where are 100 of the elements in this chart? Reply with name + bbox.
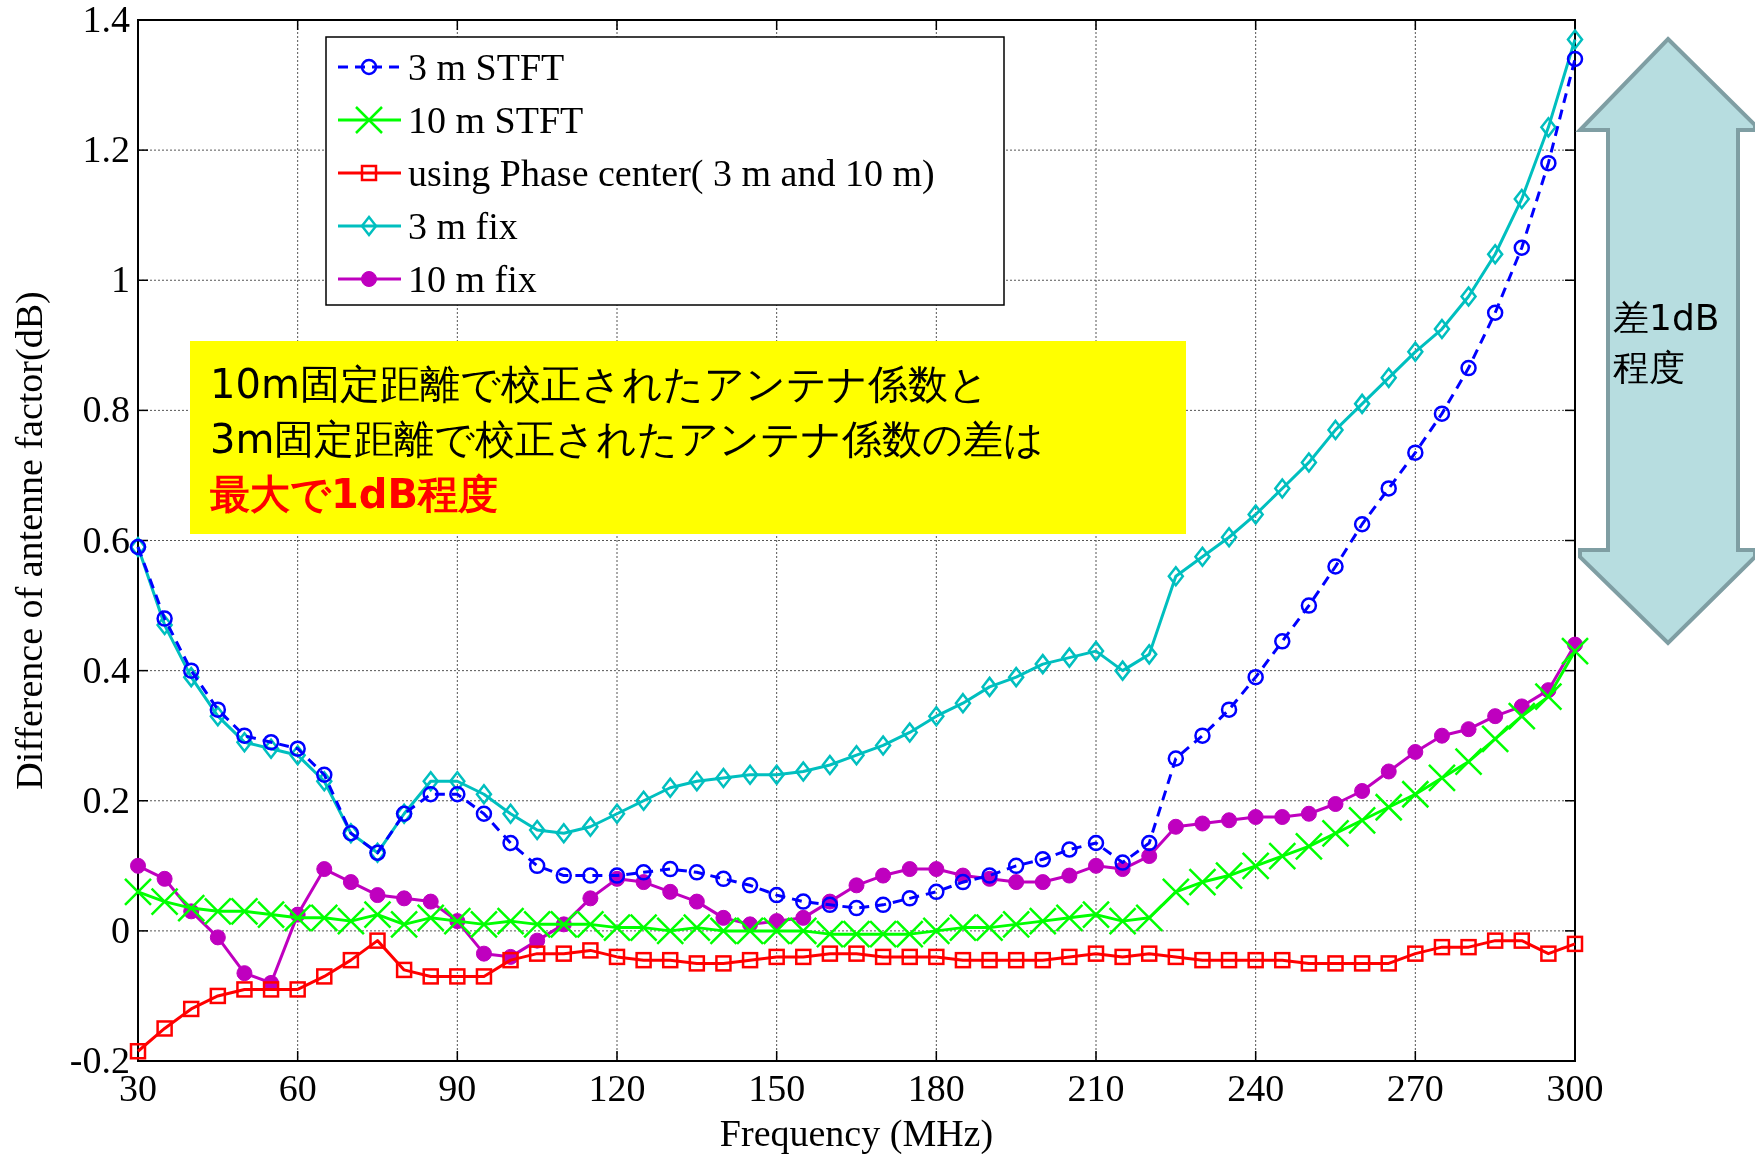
point — [795, 893, 812, 910]
point — [848, 877, 865, 894]
point — [821, 896, 839, 914]
point — [608, 948, 626, 966]
point — [1188, 867, 1217, 897]
point — [768, 764, 785, 785]
point — [715, 870, 732, 888]
point — [821, 945, 839, 962]
point — [635, 951, 652, 969]
point — [156, 610, 173, 627]
point — [848, 899, 865, 917]
point — [1008, 874, 1025, 891]
point — [715, 909, 732, 926]
point — [1087, 640, 1105, 662]
point — [1566, 50, 1584, 68]
annotation: 最大で1dB程度 — [210, 471, 498, 517]
point — [1433, 318, 1451, 340]
point — [262, 981, 280, 998]
point — [1268, 841, 1297, 871]
y-tick-label: 0.4 — [82, 648, 130, 691]
point — [209, 701, 227, 718]
point — [1454, 747, 1483, 776]
point — [528, 945, 546, 962]
point — [981, 676, 998, 698]
legend-label: 3 m STFT — [408, 46, 565, 88]
point — [928, 705, 945, 727]
point — [981, 951, 998, 969]
point — [1300, 597, 1318, 614]
point — [688, 770, 706, 792]
point — [1460, 938, 1477, 956]
point — [741, 764, 759, 785]
y-tick-label: 0.2 — [82, 778, 130, 821]
point — [1353, 393, 1371, 415]
point — [661, 777, 679, 798]
point — [156, 1020, 173, 1037]
point — [1321, 819, 1350, 848]
point — [289, 981, 306, 998]
point — [1061, 948, 1078, 966]
point — [1167, 948, 1185, 966]
point — [156, 870, 173, 887]
point — [1274, 809, 1291, 826]
point — [1486, 304, 1504, 322]
y-tick-label: 0.6 — [82, 518, 130, 561]
point — [1354, 782, 1371, 799]
legend-label: using Phase center( 3 m and 10 m) — [408, 152, 935, 195]
point — [502, 951, 519, 969]
point — [768, 948, 785, 966]
point — [1460, 721, 1477, 738]
point — [1347, 806, 1377, 835]
point — [1061, 647, 1078, 668]
point — [608, 803, 626, 825]
point — [1327, 955, 1344, 972]
point — [555, 867, 573, 884]
text: 程度 — [1613, 347, 1685, 388]
point — [1061, 841, 1078, 858]
point — [1114, 854, 1131, 871]
point — [795, 761, 812, 782]
point — [661, 860, 679, 878]
point — [1534, 682, 1563, 711]
point — [396, 890, 413, 907]
y-tick-label: 1.4 — [82, 0, 130, 40]
point — [901, 861, 918, 878]
point — [768, 886, 785, 904]
point — [1247, 504, 1264, 525]
point — [1327, 558, 1344, 575]
point — [901, 722, 918, 743]
point — [1460, 359, 1477, 377]
point — [874, 948, 892, 966]
point — [342, 951, 360, 969]
point — [502, 834, 519, 852]
point — [1221, 812, 1238, 829]
point — [1274, 633, 1291, 650]
point — [928, 861, 945, 878]
point — [1380, 367, 1397, 389]
point — [475, 783, 493, 805]
point — [1327, 796, 1344, 812]
y-tick-label: 1 — [111, 258, 130, 301]
point — [1088, 857, 1104, 874]
point — [848, 945, 865, 962]
point — [1294, 832, 1324, 861]
point — [1194, 546, 1211, 568]
point — [1167, 750, 1185, 767]
y-axis-title: Difference of antenne factor(dB) — [8, 291, 51, 790]
point — [1380, 480, 1397, 497]
x-tick-label: 270 — [1386, 1067, 1444, 1109]
point — [1540, 945, 1557, 962]
point — [475, 945, 492, 962]
point — [875, 867, 892, 884]
point — [582, 942, 599, 959]
point — [1220, 527, 1238, 548]
x-axis-title: Frequency (MHz) — [719, 1112, 994, 1154]
point — [688, 864, 706, 881]
point — [363, 900, 392, 929]
point — [369, 932, 386, 949]
point — [1274, 951, 1291, 969]
point — [422, 785, 439, 803]
point — [316, 861, 333, 878]
point — [209, 929, 226, 946]
point — [1300, 805, 1317, 822]
point — [1194, 815, 1211, 832]
